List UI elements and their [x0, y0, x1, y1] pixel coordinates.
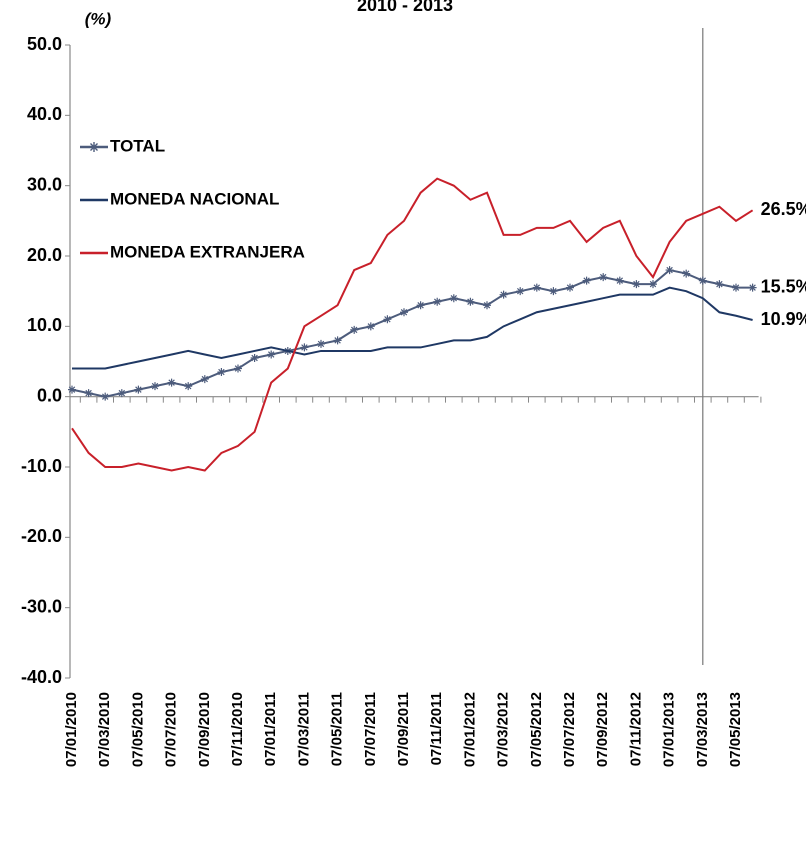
y-tick-label: -20.0: [21, 526, 62, 546]
point-marker: [84, 389, 93, 398]
point-marker: [400, 308, 408, 317]
point-marker: [449, 294, 458, 303]
legend-marker: [89, 142, 99, 152]
point-marker: [117, 389, 126, 398]
x-tick-label: 07/03/2011: [295, 692, 312, 766]
point-marker: [200, 375, 209, 384]
x-tick-label: 07/09/2012: [594, 692, 611, 767]
point-marker: [234, 364, 242, 373]
x-tick-label: 07/11/2012: [627, 692, 644, 766]
point-marker: [599, 273, 608, 282]
point-marker: [483, 301, 491, 310]
point-marker: [582, 276, 591, 285]
point-marker: [184, 382, 193, 391]
x-tick-label: 07/05/2012: [528, 692, 545, 767]
y-tick-label: 0.0: [37, 385, 62, 405]
legend-label: TOTAL: [110, 136, 165, 155]
end-label: 10.9%: [761, 309, 806, 329]
point-marker: [698, 276, 707, 285]
end-label: 26.5%: [761, 199, 806, 219]
x-tick-label: 07/09/2010: [196, 692, 213, 767]
y-tick-label: 20.0: [27, 245, 62, 265]
point-marker: [549, 287, 558, 296]
y-tick-label: -30.0: [21, 596, 62, 616]
x-tick-label: 07/07/2011: [362, 692, 379, 766]
point-marker: [649, 280, 657, 289]
series-line: [71, 177, 754, 472]
point-marker: [466, 297, 475, 306]
y-tick-label: -40.0: [21, 667, 62, 687]
point-marker: [715, 280, 724, 289]
y-tick-label: 10.0: [27, 315, 62, 335]
point-marker: [101, 392, 110, 401]
y-tick-label: 40.0: [27, 104, 62, 124]
point-marker: [615, 276, 624, 285]
point-marker: [632, 280, 641, 289]
point-marker: [134, 385, 143, 394]
x-tick-label: 07/11/2010: [229, 692, 246, 766]
point-marker: [250, 353, 259, 362]
point-marker: [317, 339, 325, 348]
x-tick-label: 07/01/2010: [63, 692, 80, 767]
point-marker: [532, 283, 541, 292]
x-tick-label: 07/05/2013: [727, 692, 744, 767]
y-tick-label: 30.0: [27, 174, 62, 194]
x-tick-label: 07/03/2012: [495, 692, 512, 767]
point-marker: [366, 322, 375, 331]
x-tick-label: 07/01/2012: [461, 692, 478, 767]
x-tick-label: 07/01/2011: [262, 692, 279, 766]
x-tick-label: 07/07/2010: [163, 692, 180, 767]
point-marker: [300, 343, 309, 352]
point-marker: [217, 368, 226, 377]
end-label: 15.5%: [761, 276, 806, 296]
y-axis-label: (%): [85, 9, 112, 28]
point-marker: [68, 385, 76, 394]
series-line: [71, 268, 753, 398]
point-marker: [499, 290, 508, 299]
point-marker: [433, 297, 442, 306]
y-tick-label: 50.0: [27, 34, 62, 54]
point-marker: [748, 283, 757, 292]
point-marker: [732, 283, 740, 292]
x-tick-label: 07/03/2013: [694, 692, 711, 767]
point-marker: [682, 269, 691, 278]
x-tick-label: 07/09/2011: [395, 692, 412, 766]
point-marker: [167, 378, 176, 387]
legend-label: MONEDA NACIONAL: [110, 189, 279, 208]
point-marker: [516, 287, 525, 296]
point-marker: [566, 283, 574, 292]
point-marker: [350, 325, 359, 334]
x-tick-label: 07/11/2011: [428, 692, 445, 765]
x-tick-label: 07/05/2011: [329, 692, 346, 766]
point-marker: [416, 301, 425, 310]
chart-title: 2010 - 2013: [357, 0, 453, 15]
point-marker: [151, 382, 159, 391]
series-line: [72, 286, 753, 370]
y-tick-label: -10.0: [21, 456, 62, 476]
x-tick-label: 07/03/2010: [96, 692, 113, 767]
legend-label: MONEDA EXTRANJERA: [110, 242, 305, 261]
x-tick-label: 07/05/2010: [129, 692, 146, 767]
point-marker: [333, 336, 342, 345]
point-marker: [383, 315, 392, 324]
point-marker: [665, 266, 674, 275]
x-tick-label: 07/07/2012: [561, 692, 578, 767]
x-tick-label: 07/01/2013: [661, 692, 678, 767]
point-marker: [267, 350, 276, 359]
